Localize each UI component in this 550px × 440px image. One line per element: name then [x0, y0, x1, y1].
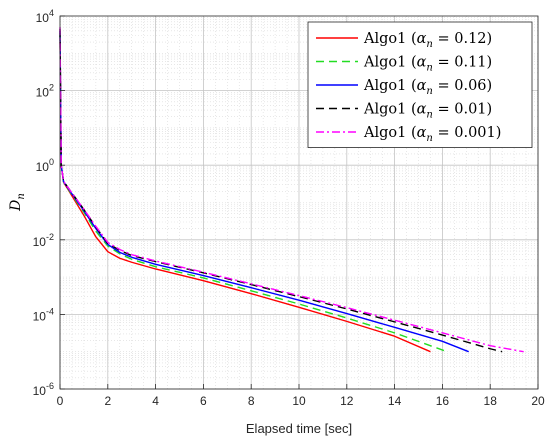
legend-label-part: Algo1 ( [363, 125, 417, 141]
y-tick-label: 10-4 [33, 306, 54, 323]
y-tick-label: 10-2 [33, 232, 54, 249]
legend-label-5: Algo1 (αn = 0.001) [363, 125, 501, 144]
legend-label-part: Algo1 ( [363, 31, 417, 47]
x-axis-label: Elapsed time [sec] [246, 421, 352, 436]
x-tick-label: 16 [436, 394, 450, 408]
x-tick-label: 10 [292, 394, 306, 408]
legend-label-4: Algo1 (αn = 0.01) [363, 102, 492, 121]
legend-label-2: Algo1 (αn = 0.11) [363, 55, 492, 74]
series-group [59, 27, 524, 353]
y-tick-exponent: 0 [49, 157, 54, 167]
legend-label-part: = 0.01) [433, 102, 492, 118]
y-tick-label: 102 [36, 83, 54, 100]
x-tick-label: 6 [200, 394, 207, 408]
y-tick-base: 10 [36, 11, 50, 25]
y-tick-label: 100 [36, 157, 54, 174]
legend-label-part: = 0.001) [433, 125, 502, 141]
y-tick-base: 10 [33, 235, 47, 249]
y-tick-base: 10 [36, 86, 50, 100]
legend-label-part: n [426, 133, 432, 144]
y-tick-base: 10 [33, 309, 47, 323]
legend-label-part: n [426, 86, 432, 97]
legend-label-part: α [417, 31, 427, 47]
y-tick-exponent: 2 [49, 83, 54, 93]
legend-label-part: n [426, 63, 432, 74]
x-tick-label: 12 [340, 394, 354, 408]
legend-label-part: Algo1 ( [363, 78, 417, 94]
x-tick-label: 20 [531, 394, 545, 408]
legend-label-part: α [417, 125, 427, 141]
y-axis-label-main: D [8, 200, 24, 212]
legend-label-part: Algo1 ( [363, 55, 417, 71]
y-tick-base: 10 [36, 160, 50, 174]
x-tick-label: 2 [104, 394, 111, 408]
y-tick-exponent: -6 [46, 381, 54, 391]
y-tick-label: 10-6 [33, 381, 54, 398]
y-tick-exponent: -4 [46, 306, 54, 316]
legend-label-part: = 0.12) [433, 31, 492, 47]
legend-label-part: = 0.11) [433, 55, 492, 71]
y-tick-exponent: 4 [49, 8, 54, 18]
legend: Algo1 (αn = 0.12)Algo1 (αn = 0.11)Algo1 … [307, 21, 533, 148]
series-line-4 [59, 28, 503, 353]
y-axis-label: Dn [8, 193, 27, 212]
y-tick-exponent: -2 [46, 232, 54, 242]
legend-label-part: n [426, 110, 432, 121]
legend-label-part: α [417, 78, 427, 94]
legend-label-3: Algo1 (αn = 0.06) [363, 78, 492, 97]
x-tick-label: 0 [57, 394, 64, 408]
x-tick-label: 18 [484, 394, 498, 408]
x-tick-label: 14 [388, 394, 402, 408]
legend-label-part: α [417, 55, 427, 71]
legend-label-part: = 0.06) [433, 78, 492, 94]
y-tick-base: 10 [33, 384, 47, 398]
legend-label-part: n [426, 39, 432, 50]
y-tick-label: 104 [36, 8, 54, 25]
y-axis-label-sub: n [16, 193, 27, 199]
legend-label-part: Algo1 ( [363, 102, 417, 118]
legend-label-part: α [417, 102, 427, 118]
x-tick-label: 4 [152, 394, 159, 408]
x-tick-label: 8 [248, 394, 255, 408]
series-line-5 [59, 27, 524, 353]
legend-label-1: Algo1 (αn = 0.12) [363, 31, 492, 50]
